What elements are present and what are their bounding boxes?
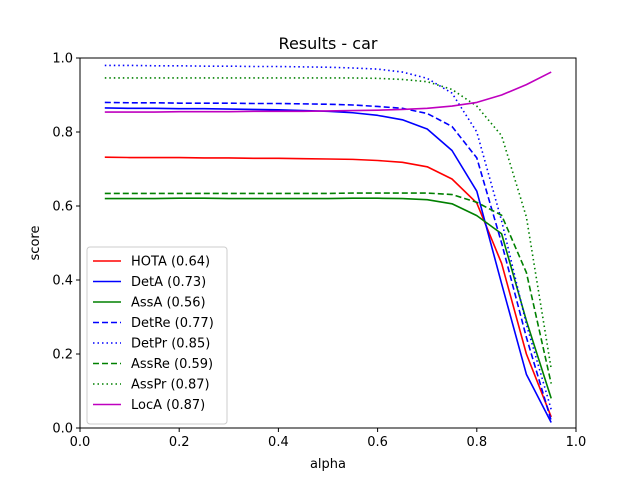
legend-label-loca: LocA (0.87) [131, 398, 205, 413]
y-tick-label: 0.6 [52, 200, 73, 215]
y-tick-label: 0.2 [52, 348, 73, 363]
legend-label-deta: DetA (0.73) [131, 275, 206, 290]
axis-ticks: 0.0 0.2 0.4 0.6 0.8 1.0 0.0 0.2 0.4 0.6 0.8 1.0 [52, 52, 586, 451]
legend-label-asspr: AssPr (0.87) [131, 378, 210, 393]
legend-label-hota: HOTA (0.64) [131, 255, 210, 270]
y-tick-label: 0.4 [52, 274, 73, 289]
plot-area [104, 64, 552, 423]
x-tick-label: 0.6 [367, 435, 388, 450]
legend: HOTA (0.64) DetA (0.73) AssA (0.56) DetRe (… [86, 246, 228, 425]
x-tick-label: 1.0 [566, 435, 587, 450]
y-tick-label: 1.0 [52, 52, 73, 67]
x-tick-label: 0.2 [169, 435, 190, 450]
series-line-detre [104, 101, 552, 421]
legend-label-assa: AssA (0.56) [131, 296, 206, 311]
y-axis-label: score [28, 226, 43, 261]
series-line-loca [104, 71, 552, 113]
y-tick-label: 0.8 [52, 126, 73, 141]
chart-title: Results - car [279, 34, 378, 53]
x-axis-label: alpha [310, 457, 346, 472]
y-tick-label: 0.0 [52, 422, 73, 437]
series-line-asspr [104, 77, 552, 369]
series-line-assre [104, 192, 552, 384]
legend-box [86, 246, 228, 425]
legend-label-detpr: DetPr (0.85) [131, 337, 210, 352]
x-tick-label: 0.8 [466, 435, 487, 450]
legend-label-detre: DetRe (0.77) [131, 316, 214, 331]
legend-label-assre: AssRe (0.59) [131, 357, 213, 372]
axes-frame [79, 57, 577, 429]
series-line-assa [104, 197, 552, 399]
x-tick-label: 0.4 [268, 435, 289, 450]
x-tick-label: 0.0 [70, 435, 91, 450]
